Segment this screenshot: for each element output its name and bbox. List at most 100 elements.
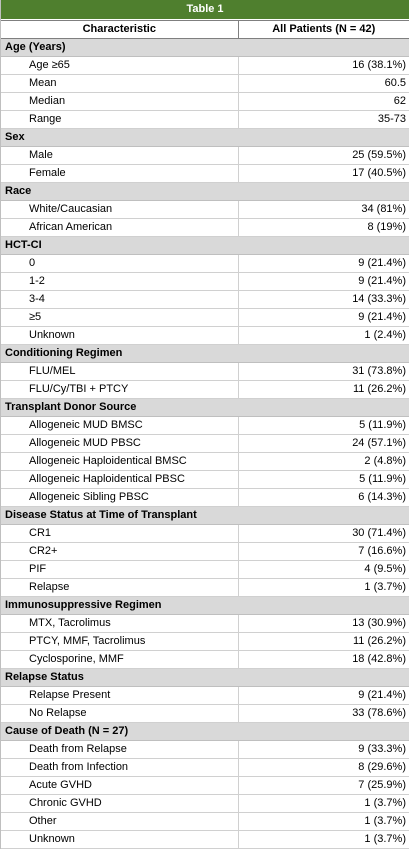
row-value: 30 (71.4%): [237, 524, 409, 543]
row-value: 9 (21.4%): [237, 254, 409, 273]
section-header-row: Cause of Death (N = 27): [1, 722, 409, 741]
table-body: Characteristic All Patients (N = 42) Age…: [1, 20, 409, 849]
row-value: 14 (33.3%): [237, 290, 409, 309]
row-value: 1 (3.7%): [237, 812, 409, 831]
section-header-row: Age (Years): [1, 38, 409, 57]
section-heading: Immunosuppressive Regimen: [1, 596, 409, 615]
table-row: Other 1 (3.7%): [1, 812, 409, 831]
row-value: 13 (30.9%): [237, 614, 409, 633]
section-heading: Sex: [1, 128, 409, 147]
header-row: Characteristic All Patients (N = 42): [1, 20, 409, 39]
table-row: Death from Relapse 9 (33.3%): [1, 740, 409, 759]
section-heading: Cause of Death (N = 27): [1, 722, 409, 741]
row-value: 1 (2.4%): [237, 326, 409, 345]
section-heading: Relapse Status: [1, 668, 409, 687]
row-value: 7 (25.9%): [237, 776, 409, 795]
row-label: FLU/Cy/TBI + PTCY: [1, 380, 238, 399]
row-value: 35-73: [237, 110, 409, 129]
table-row: PTCY, MMF, Tacrolimus 11 (26.2%): [1, 632, 409, 651]
section-heading: HCT-CI: [1, 236, 409, 255]
row-label: Unknown: [1, 326, 238, 345]
row-label: Relapse Present: [1, 686, 238, 705]
row-value: 60.5: [237, 74, 409, 93]
section-header-row: HCT-CI: [1, 236, 409, 255]
table-row: Male 25 (59.5%): [1, 146, 409, 165]
row-value: 1 (3.7%): [237, 578, 409, 597]
table-row: Age ≥65 16 (38.1%): [1, 56, 409, 75]
row-value: 17 (40.5%): [237, 164, 409, 183]
row-label: Allogeneic MUD PBSC: [1, 434, 238, 453]
table-row: Chronic GVHD 1 (3.7%): [1, 794, 409, 813]
table-row: Allogeneic Haploidentical BMSC 2 (4.8%): [1, 452, 409, 471]
row-value: 11 (26.2%): [237, 632, 409, 651]
table-title: Table 1: [1, 0, 409, 20]
section-heading: Age (Years): [1, 38, 409, 57]
table-row: FLU/Cy/TBI + PTCY 11 (26.2%): [1, 380, 409, 399]
table-row: CR1 30 (71.4%): [1, 524, 409, 543]
row-label: Acute GVHD: [1, 776, 238, 795]
row-value: 7 (16.6%): [237, 542, 409, 561]
table-row: ≥5 9 (21.4%): [1, 308, 409, 327]
row-label: FLU/MEL: [1, 362, 238, 381]
table-row: Allogeneic Haploidentical PBSC 5 (11.9%): [1, 470, 409, 489]
row-label: Allogeneic Sibling PBSC: [1, 488, 238, 507]
row-label: Allogeneic Haploidentical PBSC: [1, 470, 238, 489]
row-value: 1 (3.7%): [237, 830, 409, 849]
row-label: Allogeneic Haploidentical BMSC: [1, 452, 238, 471]
row-label: Other: [1, 812, 238, 831]
section-header-row: Race: [1, 182, 409, 201]
row-label: MTX, Tacrolimus: [1, 614, 238, 633]
row-value: 4 (9.5%): [237, 560, 409, 579]
table-row: FLU/MEL 31 (73.8%): [1, 362, 409, 381]
column-header-all-patients: All Patients (N = 42): [237, 20, 409, 39]
row-value: 34 (81%): [237, 200, 409, 219]
row-label: African American: [1, 218, 238, 237]
row-label: PIF: [1, 560, 238, 579]
row-label: CR1: [1, 524, 238, 543]
section-heading: Transplant Donor Source: [1, 398, 409, 417]
table-row: Range 35-73: [1, 110, 409, 129]
section-heading: Disease Status at Time of Transplant: [1, 506, 409, 525]
table-row: Female 17 (40.5%): [1, 164, 409, 183]
row-value: 5 (11.9%): [237, 470, 409, 489]
table-row: PIF 4 (9.5%): [1, 560, 409, 579]
table-row: Acute GVHD 7 (25.9%): [1, 776, 409, 795]
row-value: 9 (21.4%): [237, 272, 409, 291]
table-row: No Relapse 33 (78.6%): [1, 704, 409, 723]
row-label: Male: [1, 146, 238, 165]
row-label: Death from Relapse: [1, 740, 238, 759]
table-row: Allogeneic MUD BMSC 5 (11.9%): [1, 416, 409, 435]
table-row: Relapse 1 (3.7%): [1, 578, 409, 597]
row-label: Mean: [1, 74, 238, 93]
row-value: 6 (14.3%): [237, 488, 409, 507]
row-value: 62: [237, 92, 409, 111]
row-label: White/Caucasian: [1, 200, 238, 219]
table-row: Allogeneic MUD PBSC 24 (57.1%): [1, 434, 409, 453]
row-value: 31 (73.8%): [237, 362, 409, 381]
row-label: 3-4: [1, 290, 238, 309]
row-value: 9 (33.3%): [237, 740, 409, 759]
row-label: 0: [1, 254, 238, 273]
row-label: Relapse: [1, 578, 238, 597]
row-label: Age ≥65: [1, 56, 238, 75]
row-label: Female: [1, 164, 238, 183]
row-value: 25 (59.5%): [237, 146, 409, 165]
table-row: African American 8 (19%): [1, 218, 409, 237]
row-value: 2 (4.8%): [237, 452, 409, 471]
section-header-row: Transplant Donor Source: [1, 398, 409, 417]
characteristics-table: Characteristic All Patients (N = 42) Age…: [1, 20, 409, 849]
table-row: Cyclosporine, MMF 18 (42.8%): [1, 650, 409, 669]
table-row: Death from Infection 8 (29.6%): [1, 758, 409, 777]
row-label: Unknown: [1, 830, 238, 849]
section-header-row: Relapse Status: [1, 668, 409, 687]
table-row: 1-2 9 (21.4%): [1, 272, 409, 291]
row-label: 1-2: [1, 272, 238, 291]
table-row: 3-4 14 (33.3%): [1, 290, 409, 309]
row-label: Death from Infection: [1, 758, 238, 777]
row-label: ≥5: [1, 308, 238, 327]
column-header-characteristic: Characteristic: [1, 20, 238, 39]
row-label: No Relapse: [1, 704, 238, 723]
row-value: 1 (3.7%): [237, 794, 409, 813]
row-value: 18 (42.8%): [237, 650, 409, 669]
